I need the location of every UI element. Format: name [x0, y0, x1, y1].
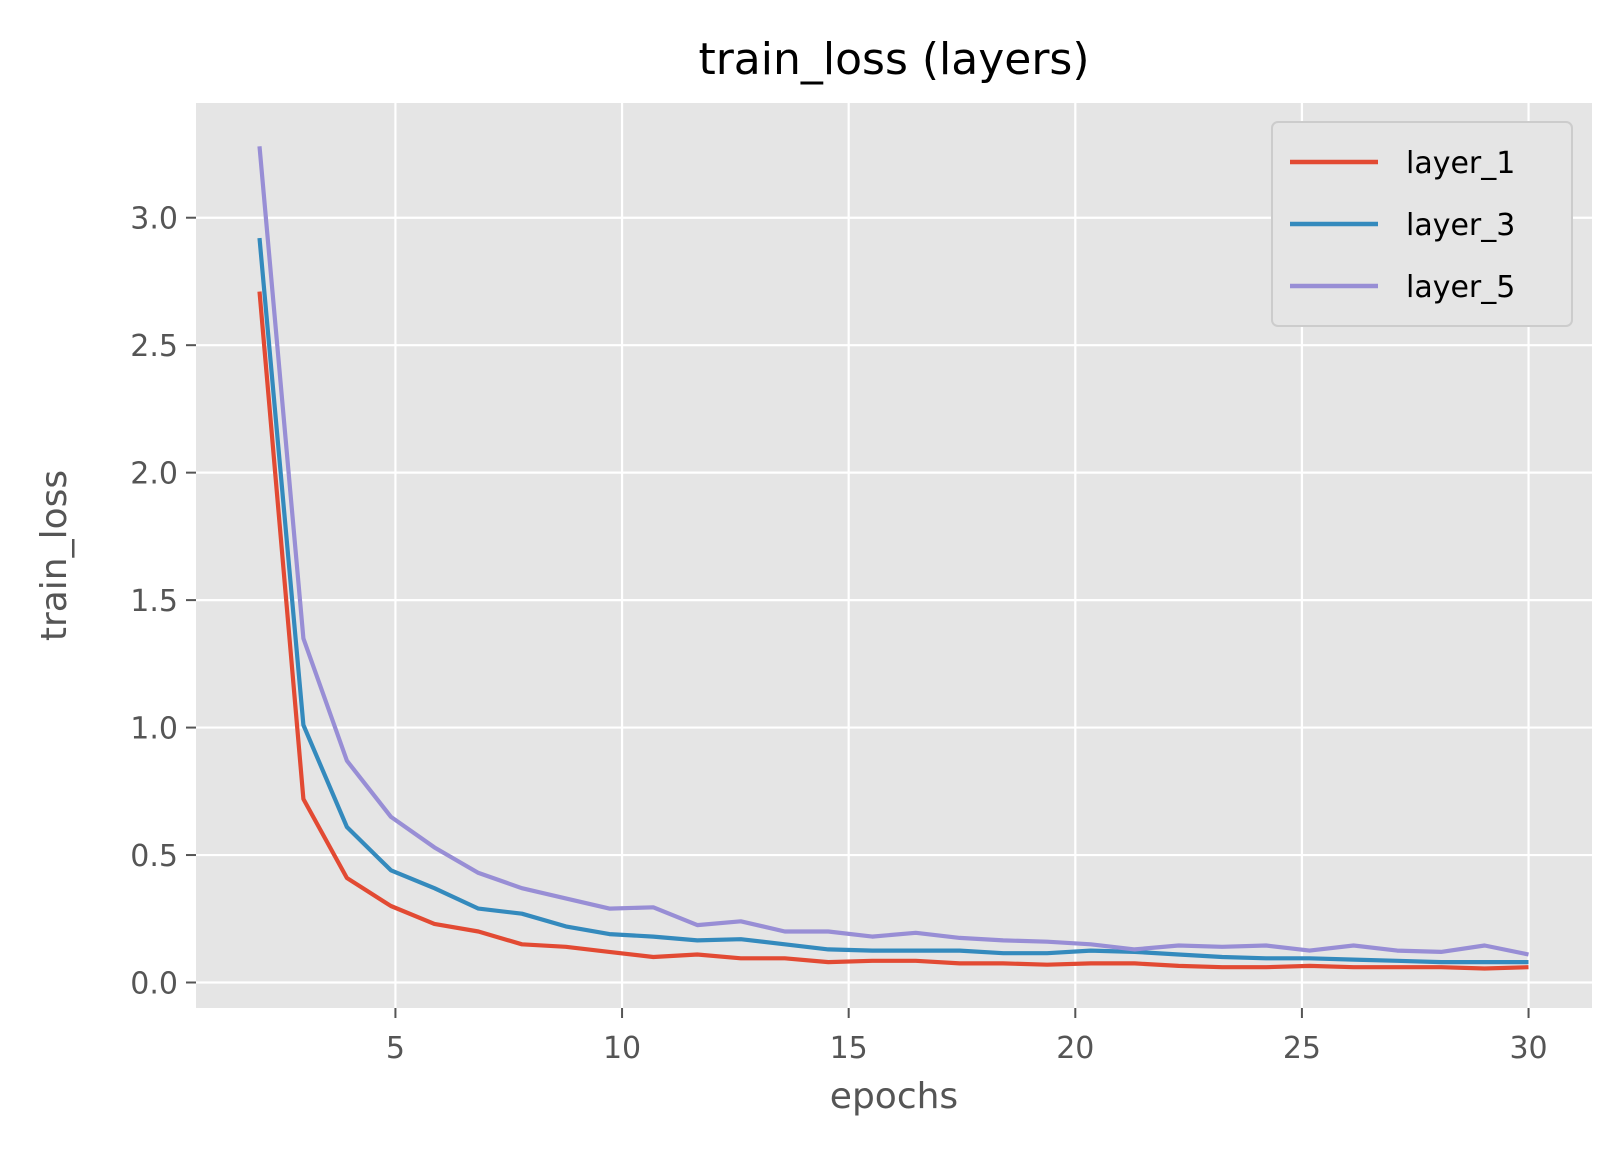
y-tick-label: 2.5	[130, 329, 178, 364]
y-tick-label: 1.5	[130, 584, 178, 619]
x-tick-label: 5	[386, 1031, 405, 1066]
x-tick-label: 25	[1283, 1031, 1321, 1066]
x-axis-label: epochs	[830, 1076, 958, 1117]
y-axis-ticks: 0.0 0.5 1.0 1.5 2.0 2.5 3.0	[130, 202, 196, 1002]
grid-lines	[196, 103, 1592, 1008]
series-lines	[257, 146, 1529, 971]
x-tick-label: 15	[830, 1031, 868, 1066]
chart-title: train_loss (layers)	[698, 34, 1089, 85]
series-line-layer-5	[257, 146, 1529, 957]
x-tick-label: 10	[603, 1031, 641, 1066]
x-tick-label: 30	[1509, 1031, 1547, 1066]
x-tick-label: 20	[1056, 1031, 1094, 1066]
y-tick-label: 2.0	[130, 457, 178, 492]
legend: layer_1 layer_3 layer_5	[1271, 121, 1573, 327]
legend-label: layer_1	[1406, 146, 1515, 181]
y-tick-label: 0.0	[130, 967, 178, 1002]
y-axis-label: train_loss	[34, 470, 75, 641]
y-tick-label: 0.5	[130, 839, 178, 874]
x-axis-ticks: 5 10 15 20 25 30	[386, 1008, 1548, 1066]
y-tick-label: 1.0	[130, 712, 178, 747]
y-tick-label: 3.0	[130, 202, 178, 237]
legend-label: layer_3	[1406, 208, 1515, 243]
legend-label: layer_5	[1406, 270, 1515, 305]
series-line-layer-1	[257, 291, 1529, 971]
series-line-layer-3	[257, 237, 1529, 965]
legend-box	[1271, 121, 1573, 327]
